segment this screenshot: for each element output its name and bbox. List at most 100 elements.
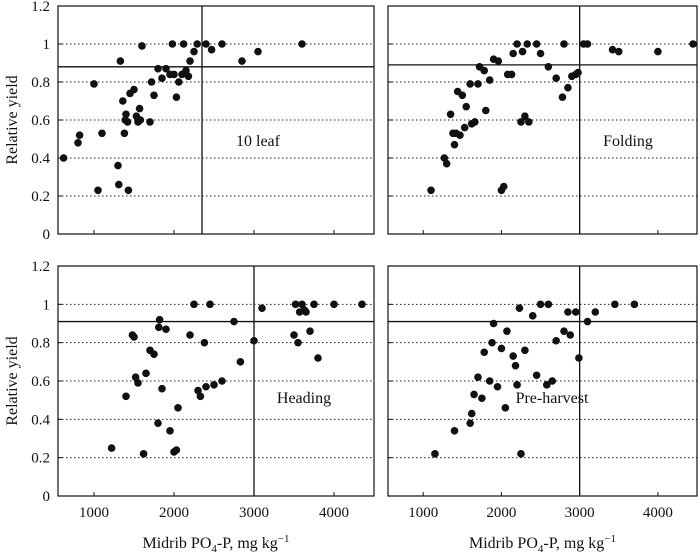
data-point: [440, 154, 449, 162]
data-point: [107, 444, 116, 452]
data-point: [147, 78, 156, 86]
data-point: [135, 104, 144, 113]
data-point: [467, 409, 476, 418]
data-point: [155, 315, 164, 324]
data-point: [179, 40, 188, 48]
panel-label: Folding: [603, 133, 653, 150]
data-point: [194, 386, 202, 395]
data-point: [200, 338, 209, 347]
data-point: [528, 312, 537, 320]
data-point: [507, 70, 516, 79]
data-point: [517, 450, 525, 458]
data-point: [122, 110, 130, 119]
plot-frame: [387, 265, 698, 497]
data-point: [574, 68, 582, 77]
data-point: [466, 419, 474, 427]
data-point: [450, 427, 459, 435]
y-tick-label: 0.2: [31, 451, 50, 467]
data-point: [480, 348, 489, 357]
data-point: [155, 323, 163, 332]
data-point: [115, 180, 123, 189]
data-point: [150, 91, 158, 100]
data-point: [552, 336, 560, 345]
data-point: [480, 66, 489, 75]
data-point: [450, 140, 459, 149]
data-point: [168, 40, 177, 48]
data-point: [131, 373, 140, 381]
y-tick-label: 0: [43, 489, 51, 505]
data-point: [558, 93, 567, 101]
data-point: [485, 76, 494, 84]
data-point: [238, 57, 246, 65]
data-point: [116, 57, 125, 65]
data-point: [532, 371, 541, 380]
data-point: [250, 336, 258, 345]
x-tick-label: 4000: [319, 505, 349, 521]
data-point: [611, 300, 619, 309]
data-point: [310, 300, 318, 309]
data-point: [501, 404, 510, 412]
data-point: [254, 47, 262, 56]
y-tick-label: 0.4: [31, 412, 50, 428]
data-point: [306, 327, 314, 335]
data-point: [560, 40, 568, 48]
y-tick-label: 0.6: [31, 113, 50, 129]
data-point: [583, 317, 592, 326]
y-tick-label: 0.4: [31, 151, 50, 167]
data-point: [509, 352, 517, 360]
x-axis-title: Midrib PO4-P, mg kg−1: [142, 533, 289, 552]
data-point: [123, 118, 132, 126]
data-point: [114, 161, 122, 170]
data-point: [552, 74, 560, 82]
x-tick-label: 1000: [408, 505, 438, 521]
data-point: [290, 331, 298, 339]
data-point: [158, 74, 166, 82]
data-point: [689, 40, 697, 48]
data-point: [517, 118, 525, 126]
data-point: [462, 102, 471, 111]
data-point: [532, 40, 541, 48]
data-point: [515, 304, 524, 312]
data-point: [560, 327, 568, 335]
data-point: [154, 64, 162, 73]
data-point: [521, 346, 529, 355]
panel-pre-harvest: 1000 2000 3000 4000 Pre-harvest Midrib PO4-P,…: [387, 265, 698, 552]
data-point: [503, 327, 511, 335]
data-point: [513, 381, 521, 389]
data-point: [186, 57, 194, 65]
data-point: [210, 381, 218, 389]
data-point: [314, 354, 322, 362]
data-point: [158, 384, 166, 393]
data-point: [466, 80, 474, 88]
data-point: [478, 394, 486, 403]
data-point: [630, 300, 639, 309]
data-point: [190, 300, 198, 309]
data-point: [571, 308, 580, 316]
data-point: [525, 118, 533, 126]
x-tick-label: 1000: [79, 505, 109, 521]
data-point: [548, 377, 557, 385]
data-point: [521, 112, 529, 120]
x-tick-label: 4000: [643, 505, 673, 521]
data-point: [182, 66, 190, 75]
data-point: [497, 344, 506, 353]
y-axis-title: Relative yield: [4, 336, 21, 425]
data-point: [120, 129, 129, 138]
x-tick-label: 2000: [159, 505, 189, 521]
data-point: [474, 80, 482, 88]
data-point: [608, 45, 617, 54]
data-point: [509, 49, 517, 58]
x-axis-title: Midrib PO4-P, mg kg−1: [469, 533, 616, 552]
data-point: [172, 93, 181, 101]
data-point: [75, 131, 84, 139]
data-point: [456, 131, 464, 139]
data-point: [74, 139, 82, 147]
data-point: [154, 419, 162, 427]
data-point: [458, 91, 467, 100]
data-point: [174, 404, 182, 412]
data-point: [184, 72, 193, 81]
data-point: [258, 304, 266, 312]
data-point: [218, 377, 226, 385]
data-point: [166, 427, 174, 435]
